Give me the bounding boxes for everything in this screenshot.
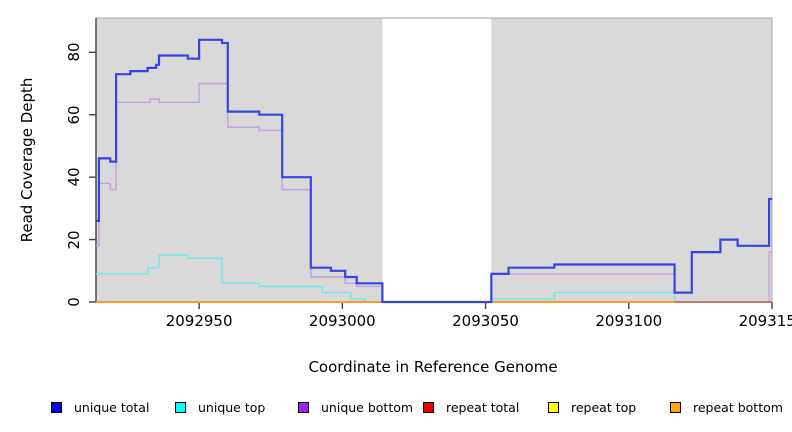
x-tick-label: 2093050 — [452, 312, 519, 330]
y-tick-label: 40 — [65, 167, 83, 187]
legend: unique total unique top unique bottom repea… — [0, 399, 792, 419]
x-axis-title: Coordinate in Reference Genome — [308, 358, 558, 376]
legend-label: unique total — [74, 399, 150, 415]
x-tick-label: 2092950 — [165, 312, 233, 330]
legend-label: unique top — [198, 399, 266, 415]
legend-item-repeat-total: repeat total — [423, 399, 519, 415]
legend-swatch-icon — [51, 401, 62, 413]
legend-swatch-icon — [298, 401, 309, 413]
legend-swatch-icon — [670, 401, 681, 413]
y-tick-label: 20 — [65, 230, 83, 250]
no-data-gap — [382, 18, 492, 303]
y-tick-label: 60 — [65, 105, 83, 125]
series-line-unique-total — [96, 38, 772, 304]
legend-item-repeat-bottom: repeat bottom — [670, 399, 783, 415]
legend-item-repeat-top: repeat top — [548, 399, 636, 415]
legend-label: repeat top — [571, 399, 637, 415]
legend-swatch-icon — [175, 401, 186, 413]
series-line-unique-top — [96, 254, 772, 303]
x-tick-label: 2093000 — [308, 312, 376, 330]
y-tick-label: 80 — [65, 42, 83, 62]
legend-item-unique-bottom: unique bottom — [298, 399, 413, 415]
legend-label: repeat total — [446, 399, 520, 415]
legend-swatch-icon — [423, 401, 434, 413]
y-axis-title: Read Coverage Depth — [18, 77, 36, 243]
legend-item-unique-total: unique total — [51, 399, 149, 415]
x-tick-label: 2093100 — [595, 312, 663, 330]
legend-label: repeat bottom — [693, 399, 783, 415]
y-tick-label: 0 — [65, 297, 83, 307]
legend-item-unique-top: unique top — [175, 399, 265, 415]
legend-swatch-icon — [548, 401, 559, 413]
legend-label: unique bottom — [321, 399, 414, 415]
